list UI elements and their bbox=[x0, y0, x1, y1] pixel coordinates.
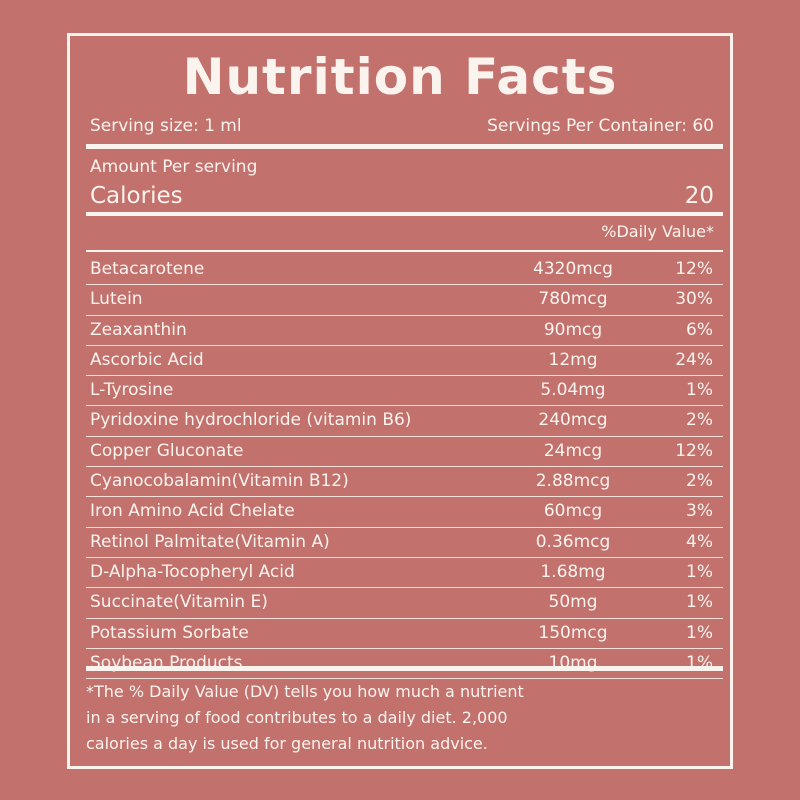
nutrient-daily-value: 12% bbox=[675, 259, 713, 279]
nutrient-amount: 50mg bbox=[548, 592, 598, 613]
nutrient-amount: 240mcg bbox=[538, 410, 608, 431]
calories-label: Calories bbox=[90, 183, 183, 209]
nutrient-row: Zeaxanthin 90mcg 6% bbox=[86, 316, 723, 346]
nutrient-row: Lutein 780mcg 30% bbox=[86, 285, 723, 316]
servings-per-container: Servings Per Container: 60 bbox=[487, 116, 714, 136]
nutrient-amount: 780mcg bbox=[538, 289, 608, 310]
divider-medium bbox=[86, 212, 723, 216]
nutrient-row: Retinol Palmitate(Vitamin A) 0.36mcg 4% bbox=[86, 528, 723, 558]
footnote-line: calories a day is used for general nutri… bbox=[86, 734, 488, 753]
divider-thick-bottom bbox=[86, 666, 723, 671]
nutrient-name: Pyridoxine hydrochloride (vitamin B6) bbox=[90, 410, 412, 431]
nutrient-daily-value: 2% bbox=[686, 410, 713, 431]
nutrient-row: Ascorbic Acid 12mg 24% bbox=[86, 346, 723, 377]
nutrient-amount: 150mcg bbox=[538, 622, 608, 643]
nutrient-daily-value: 1% bbox=[686, 561, 713, 582]
nutrient-amount: 4320mcg bbox=[533, 259, 613, 279]
nutrient-amount: 60mcg bbox=[543, 501, 603, 522]
nutrient-row: Iron Amino Acid Chelate 60mcg 3% bbox=[86, 497, 723, 528]
calories-value: 20 bbox=[684, 183, 714, 209]
divider-thick bbox=[86, 144, 723, 149]
nutrient-name: Potassium Sorbate bbox=[90, 622, 249, 643]
nutrient-daily-value: 2% bbox=[686, 471, 713, 492]
nutrient-row: Cyanocobalamin(Vitamin B12) 2.88mcg 2% bbox=[86, 467, 723, 498]
nutrient-daily-value: 12% bbox=[675, 440, 713, 461]
nutrient-daily-value: 6% bbox=[686, 319, 713, 340]
nutrient-name: Ascorbic Acid bbox=[90, 349, 204, 370]
serving-info: Serving size: 1 ml Servings Per Containe… bbox=[90, 115, 714, 137]
nutrient-name: D-Alpha-Tocopheryl Acid bbox=[90, 561, 295, 582]
nutrient-row: Succinate(Vitamin E) 50mg 1% bbox=[86, 588, 723, 619]
nutrient-row: D-Alpha-Tocopheryl Acid 1.68mg 1% bbox=[86, 558, 723, 589]
nutrient-name: Cyanocobalamin(Vitamin B12) bbox=[90, 471, 349, 492]
nutrient-name: L-Tyrosine bbox=[90, 380, 174, 401]
footnote-line: *The % Daily Value (DV) tells you how mu… bbox=[86, 682, 524, 701]
nutrient-name: Succinate(Vitamin E) bbox=[90, 592, 268, 613]
nutrient-name: Lutein bbox=[90, 289, 143, 310]
nutrient-amount: 2.88mcg bbox=[535, 471, 611, 492]
nutrient-daily-value: 1% bbox=[686, 652, 713, 673]
footnote: *The % Daily Value (DV) tells you how mu… bbox=[86, 679, 706, 757]
nutrient-row: Soybean Products 10mg 1% bbox=[86, 649, 723, 680]
nutrient-amount: 12mg bbox=[548, 349, 598, 370]
serving-size: Serving size: 1 ml bbox=[90, 116, 242, 136]
nutrient-name: Iron Amino Acid Chelate bbox=[90, 501, 295, 522]
nutrient-name: Zeaxanthin bbox=[90, 319, 187, 340]
amount-per-serving: Amount Per serving bbox=[90, 157, 258, 177]
nutrition-label-border bbox=[67, 33, 733, 769]
nutrient-amount: 90mcg bbox=[543, 319, 603, 340]
nutrient-daily-value: 3% bbox=[686, 501, 713, 522]
divider-thin bbox=[86, 250, 723, 252]
footnote-line: in a serving of food contributes to a da… bbox=[86, 708, 508, 727]
nutrient-row: Betacarotene 4320mcg 12% bbox=[86, 255, 723, 286]
nutrient-row: L-Tyrosine 5.04mg 1% bbox=[86, 376, 723, 407]
nutrient-daily-value: 1% bbox=[686, 622, 713, 643]
nutrient-amount: 24mcg bbox=[543, 440, 603, 461]
nutrient-daily-value: 1% bbox=[686, 380, 713, 401]
nutrient-amount: 5.04mg bbox=[540, 380, 606, 401]
nutrient-daily-value: 30% bbox=[675, 289, 713, 310]
nutrient-amount: 10mg bbox=[548, 652, 598, 673]
nutrient-row: Pyridoxine hydrochloride (vitamin B6) 240… bbox=[86, 406, 723, 437]
nutrient-daily-value: 4% bbox=[686, 531, 713, 552]
nutrient-row: Potassium Sorbate 150mcg 1% bbox=[86, 619, 723, 649]
nutrient-amount: 0.36mcg bbox=[535, 531, 611, 552]
nutrient-amount: 1.68mg bbox=[540, 561, 606, 582]
nutrient-daily-value: 1% bbox=[686, 592, 713, 613]
nutrient-row: Copper Gluconate 24mcg 12% bbox=[86, 437, 723, 468]
nutrient-table: Betacarotene 4320mcg 12% Lutein 780mcg 30% Zea… bbox=[86, 255, 723, 680]
nutrient-name: Soybean Products bbox=[90, 652, 243, 673]
label-title: Nutrition Facts bbox=[182, 48, 618, 106]
nutrient-name: Retinol Palmitate(Vitamin A) bbox=[90, 531, 330, 552]
nutrient-name: Copper Gluconate bbox=[90, 440, 244, 461]
calories-row: Calories 20 bbox=[90, 181, 714, 211]
daily-value-header: %Daily Value* bbox=[601, 222, 714, 241]
nutrient-name: Betacarotene bbox=[90, 259, 205, 279]
nutrient-daily-value: 24% bbox=[675, 349, 713, 370]
